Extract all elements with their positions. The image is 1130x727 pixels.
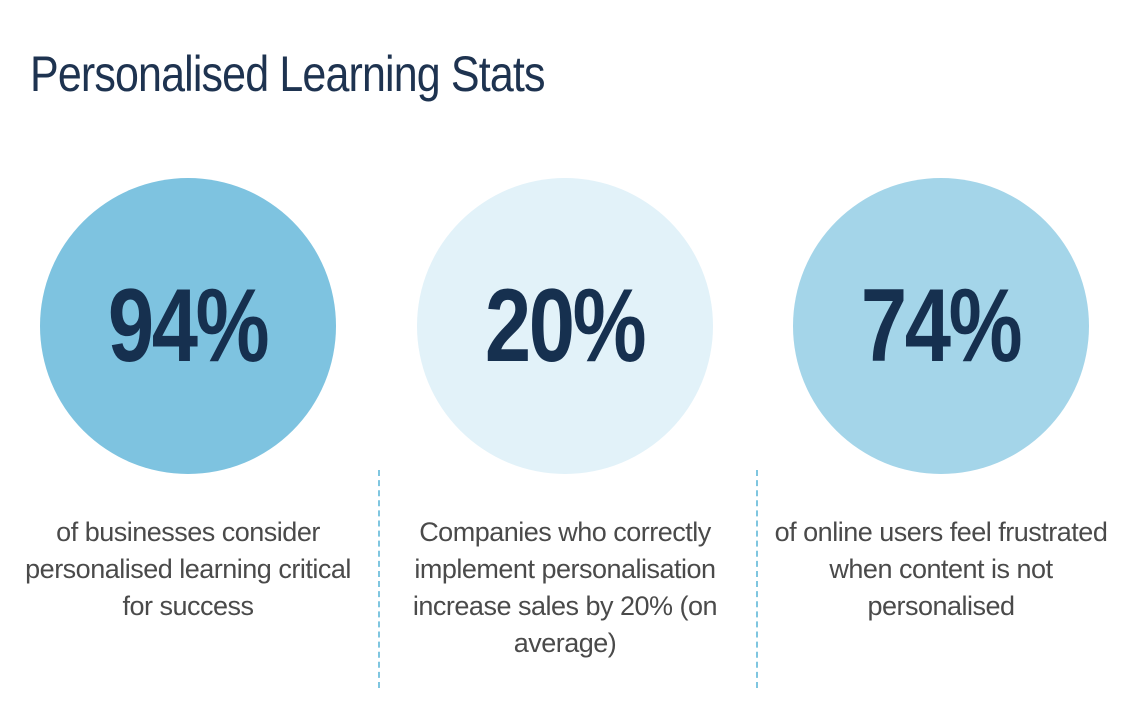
stat-value-1: 94% xyxy=(108,268,270,384)
stat-value-2: 20% xyxy=(485,268,647,384)
stat-caption-2: Companies who correctly implement person… xyxy=(412,517,718,658)
column-divider-2 xyxy=(756,470,758,688)
stat-circle-3: 74% xyxy=(793,178,1089,474)
stat-circle-2: 20% xyxy=(417,178,713,474)
stat-circle-1: 94% xyxy=(40,178,336,474)
page-title: Personalised Learning Stats xyxy=(30,46,545,102)
column-divider-1 xyxy=(378,470,380,688)
stat-caption-3: of online users feel frustrated when con… xyxy=(774,517,1108,621)
stat-value-3: 74% xyxy=(861,268,1023,384)
stat-caption-1: of businesses consider personalised lear… xyxy=(25,517,351,621)
